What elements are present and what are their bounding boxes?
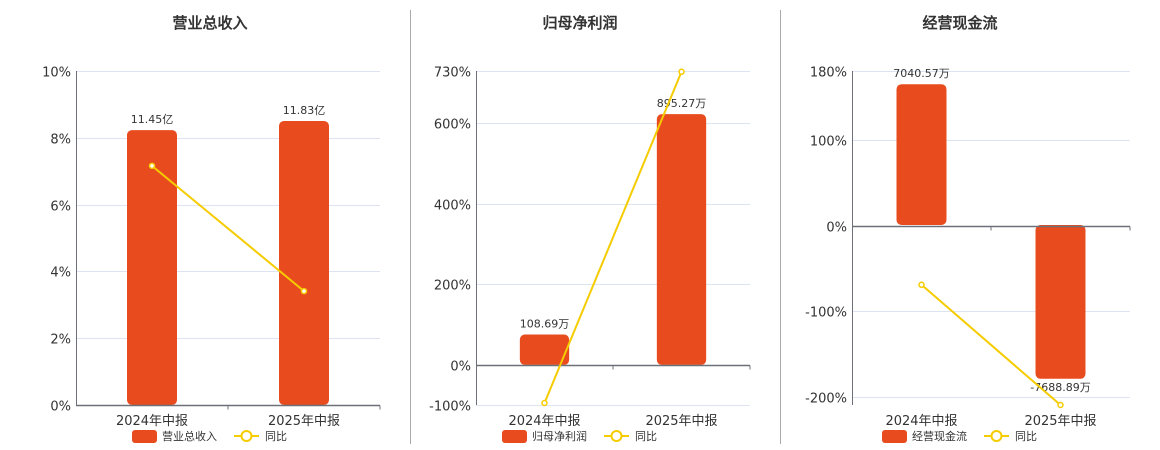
chart-cash-flow: -200% -100% 0% 100% 180% 7040.57万 2024年中报 -7688…: [805, 66, 1131, 443]
y-tick-label: 180%: [810, 66, 847, 81]
y-tick-label: 730%: [434, 66, 471, 81]
y-tick-label: -100%: [805, 306, 847, 321]
legend-line-label: 同比: [635, 430, 657, 443]
bar: [127, 130, 177, 405]
chart-title-revenue: 营业总收入: [172, 14, 247, 32]
legend-line-marker: [990, 430, 1003, 442]
legend-line-label: 同比: [265, 430, 287, 443]
chart-revenue: 0%2%4%6%8%10%11.45亿2024年中报11.83亿2025年中报营…: [42, 66, 381, 443]
y-tick-label: 400%: [434, 199, 471, 214]
bar: [896, 84, 947, 225]
chart-title-net-profit: 归母净利润: [542, 14, 617, 32]
x-category-label: 2025年中报: [1024, 414, 1096, 429]
y-tick-label: 6%: [50, 200, 71, 215]
legend-bar-swatch: [132, 430, 157, 443]
yoy-line: [543, 71, 683, 404]
legend-line-label: 同比: [1015, 430, 1037, 443]
y-tick-label: 0%: [50, 400, 71, 415]
y-tick-label: 200%: [434, 279, 471, 294]
chart-title-cash-flow: 经营现金流: [922, 14, 997, 32]
legend-bar-label: 归母净利润: [532, 429, 587, 443]
bar-data-label: 11.45亿: [131, 113, 174, 126]
yoy-point: [541, 399, 548, 407]
bar: [1035, 225, 1086, 379]
y-tick-label: 0%: [450, 360, 471, 375]
yoy-point: [1057, 401, 1064, 409]
y-tick-label: 8%: [50, 133, 71, 148]
legend-line-marker: [240, 430, 253, 442]
yoy-line: [920, 284, 1062, 406]
y-tick-label: 2%: [50, 333, 71, 348]
legend: 经营现金流 同比: [882, 429, 1037, 443]
y-tick-label: 600%: [434, 118, 471, 133]
y-tick-label: -200%: [805, 392, 847, 407]
x-category-label: 2025年中报: [645, 414, 717, 429]
bar-data-label: 11.83亿: [283, 104, 326, 117]
legend: 营业总收入 同比: [132, 429, 287, 443]
yoy-point: [148, 162, 156, 170]
x-category-label: 2024年中报: [508, 414, 580, 429]
yoy-point: [918, 281, 925, 289]
y-tick-label: 4%: [50, 266, 71, 281]
x-category-label: 2024年中报: [885, 414, 957, 429]
legend: 归母净利润 同比: [502, 429, 657, 443]
x-category-label: 2024年中报: [116, 414, 188, 429]
legend-bar-label: 经营现金流: [912, 429, 967, 443]
y-tick-label: 100%: [810, 135, 847, 150]
yoy-point: [300, 287, 308, 295]
y-tick-label: 10%: [42, 66, 71, 81]
bar: [519, 334, 570, 365]
bar-data-label: 895.27万: [657, 97, 707, 110]
y-tick-label: -100%: [429, 400, 471, 415]
yoy-line: [151, 165, 305, 292]
bar-data-label: -7688.89万: [1030, 381, 1090, 394]
bar-data-label: 108.69万: [520, 317, 570, 330]
y-tick-label: 0%: [826, 221, 847, 236]
legend-bar-label: 营业总收入: [162, 429, 217, 443]
legend-bar-swatch: [882, 430, 907, 443]
legend-line-marker: [610, 430, 623, 442]
x-category-label: 2025年中报: [268, 414, 340, 429]
chart-net-profit: -100% 0% 200% 400% 600% 730% 108.69万 2024年中报 895…: [429, 66, 751, 443]
bar: [279, 120, 329, 406]
legend-bar-swatch: [502, 430, 527, 443]
yoy-point: [678, 68, 685, 76]
bar-data-label: 7040.57万: [893, 67, 950, 80]
bar: [656, 114, 707, 365]
